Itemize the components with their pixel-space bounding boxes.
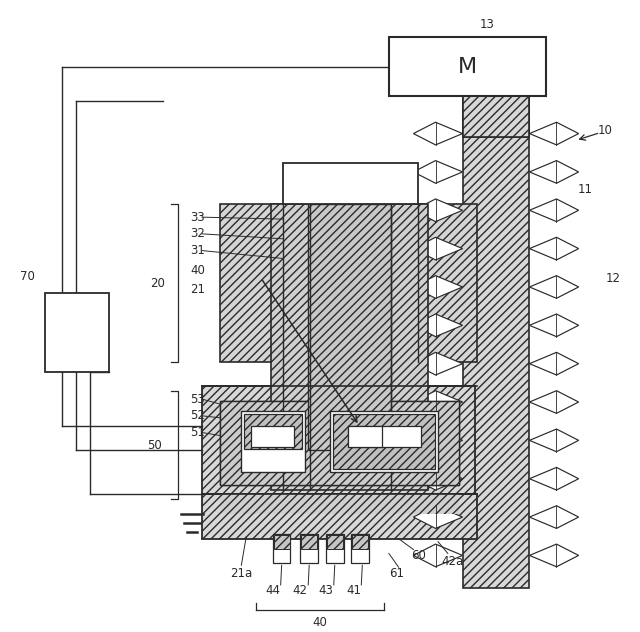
Text: 53: 53 <box>190 392 205 406</box>
Text: 33: 33 <box>190 210 205 224</box>
Text: 12: 12 <box>605 272 621 284</box>
Bar <box>326 534 344 563</box>
Bar <box>220 401 459 485</box>
Bar <box>220 494 459 514</box>
Polygon shape <box>529 237 579 260</box>
Text: 20: 20 <box>150 277 165 289</box>
Bar <box>389 37 546 96</box>
Bar <box>463 96 529 588</box>
Text: 50: 50 <box>147 439 162 452</box>
Bar <box>308 204 391 450</box>
Bar <box>327 535 342 549</box>
Text: 40: 40 <box>312 616 328 629</box>
Polygon shape <box>529 161 579 183</box>
Polygon shape <box>413 314 463 337</box>
Bar <box>283 163 419 204</box>
Polygon shape <box>413 122 463 145</box>
Polygon shape <box>413 237 463 260</box>
Polygon shape <box>413 468 463 490</box>
Polygon shape <box>413 544 463 567</box>
Bar <box>348 425 382 447</box>
Polygon shape <box>529 353 579 375</box>
Polygon shape <box>413 199 463 222</box>
Polygon shape <box>413 353 463 375</box>
Text: 51: 51 <box>190 426 205 439</box>
Text: 21: 21 <box>190 283 205 296</box>
Polygon shape <box>529 122 579 145</box>
Text: 41: 41 <box>346 585 361 597</box>
Text: 11: 11 <box>578 183 593 196</box>
Bar <box>202 494 477 538</box>
Bar <box>330 411 438 472</box>
Bar <box>274 535 289 549</box>
Text: 40: 40 <box>190 264 205 277</box>
Bar <box>220 494 459 514</box>
Polygon shape <box>529 429 579 452</box>
Text: 42a: 42a <box>442 555 464 568</box>
Bar <box>273 534 291 563</box>
Polygon shape <box>529 391 579 413</box>
Polygon shape <box>529 506 579 528</box>
Bar <box>241 411 305 472</box>
Bar <box>220 401 459 485</box>
Bar <box>463 96 529 138</box>
Polygon shape <box>413 506 463 528</box>
Text: 13: 13 <box>480 18 495 31</box>
Bar <box>463 96 529 135</box>
Bar <box>463 96 529 138</box>
Text: 43: 43 <box>319 585 333 597</box>
Text: 60: 60 <box>411 549 426 562</box>
Text: 70: 70 <box>20 270 35 283</box>
Text: 10: 10 <box>598 124 612 137</box>
Polygon shape <box>529 544 579 567</box>
Bar <box>271 204 428 490</box>
Polygon shape <box>413 276 463 298</box>
Text: 61: 61 <box>389 567 404 580</box>
Bar <box>244 414 302 449</box>
Polygon shape <box>529 199 579 222</box>
Bar <box>251 425 294 447</box>
Bar <box>348 425 421 447</box>
Text: 42: 42 <box>293 585 308 597</box>
Polygon shape <box>413 429 463 452</box>
Polygon shape <box>413 161 463 183</box>
Polygon shape <box>529 276 579 298</box>
Bar <box>351 534 369 563</box>
Text: 44: 44 <box>266 585 280 597</box>
Text: 31: 31 <box>190 244 205 257</box>
Bar <box>333 414 435 469</box>
Text: 21a: 21a <box>230 567 252 580</box>
Polygon shape <box>529 468 579 490</box>
Polygon shape <box>413 391 463 413</box>
Bar <box>300 534 318 563</box>
Text: 32: 32 <box>190 228 205 240</box>
Text: 52: 52 <box>190 410 205 422</box>
Bar <box>301 535 317 549</box>
Text: M: M <box>458 57 477 76</box>
Bar <box>353 535 368 549</box>
Bar <box>45 293 109 372</box>
Bar <box>202 386 476 494</box>
Polygon shape <box>529 314 579 337</box>
Bar <box>220 204 477 362</box>
